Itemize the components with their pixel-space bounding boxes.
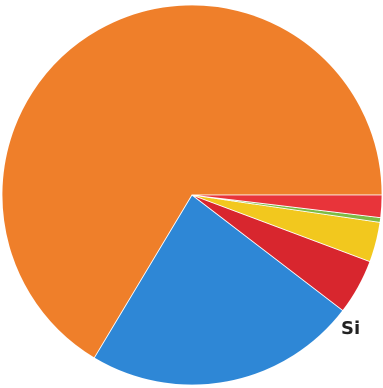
pie-slices <box>1 4 383 386</box>
cropped-label-fragment: Si <box>341 318 361 339</box>
pie-slice-2 <box>93 194 344 386</box>
pie-slice-1 <box>1 4 383 359</box>
pie-slice-6 <box>191 194 383 219</box>
